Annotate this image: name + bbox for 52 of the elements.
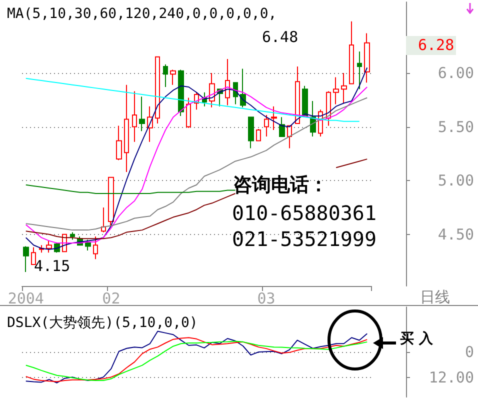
candlestick	[70, 232, 75, 240]
line-series	[25, 184, 236, 194]
candlestick	[31, 246, 36, 265]
candlestick	[178, 69, 184, 117]
y-tick-label: 5.50	[438, 118, 474, 136]
candlestick	[279, 116, 285, 137]
candlestick	[139, 96, 145, 132]
annotation: 021-53521999	[232, 227, 376, 251]
annotation: 010-65880361	[232, 201, 376, 225]
candlestick	[364, 32, 370, 84]
candlestick	[155, 56, 160, 124]
y-tick-label: 5.00	[438, 172, 474, 190]
candlestick	[186, 97, 191, 128]
candlestick	[295, 66, 300, 124]
text: 6.28	[406, 36, 456, 55]
x-tick-label: 02	[102, 290, 120, 308]
candlestick	[170, 69, 176, 86]
chart-title: MA(5,10,30,60,120,240,0,0,0,0,0,	[7, 6, 277, 22]
y-tick-label: 0	[464, 343, 474, 361]
candlestick	[349, 20, 354, 84]
candlestick	[333, 76, 339, 105]
x-tick-label: 03	[257, 290, 276, 308]
candlestick	[302, 85, 308, 117]
candlestick	[124, 84, 129, 172]
candlestick	[23, 246, 29, 273]
candlestick	[132, 90, 137, 142]
candlestick	[225, 58, 230, 106]
candlestick	[93, 236, 98, 260]
text: 买 入	[400, 331, 433, 347]
candlestick	[256, 128, 261, 142]
candlestick	[357, 50, 362, 90]
candlestick	[240, 68, 246, 108]
y-tick-label: 4.50	[438, 225, 474, 244]
text: DSLX(大势领先)(5,10,0,0)	[7, 315, 198, 331]
line-series	[25, 78, 360, 122]
candlestick	[46, 240, 52, 254]
candlestick	[264, 114, 269, 137]
annotation: 咨询电话：	[233, 174, 328, 196]
candlestick	[108, 176, 114, 228]
candlestick	[341, 72, 347, 104]
y-tick-label: 6.00	[438, 64, 474, 82]
candlestick	[101, 206, 106, 233]
y-tick-label: 12.00	[428, 368, 474, 387]
annotation: 6.48	[262, 28, 298, 46]
text: 日线	[420, 288, 450, 306]
x-tick-label: 2004	[8, 290, 44, 308]
candlestick	[116, 125, 122, 161]
candlestick	[271, 106, 277, 131]
candlestick	[85, 239, 91, 251]
annotation: 4.15	[34, 257, 70, 275]
candlestick	[163, 64, 168, 88]
candlestick	[248, 116, 254, 149]
